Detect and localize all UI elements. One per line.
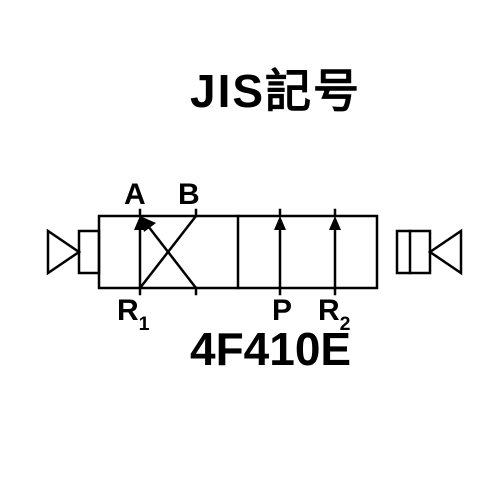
model-number: 4F410E (190, 322, 351, 376)
port-label-R1: R1 (117, 294, 150, 333)
port-label-A: A (124, 178, 146, 212)
right-actuator-triangle (430, 231, 461, 273)
port-label-B: B (178, 178, 200, 212)
valve-symbol-svg (0, 0, 500, 500)
right-arrow1-head (274, 216, 286, 230)
valve-symbol-canvas: JIS記号 (0, 0, 500, 500)
right-arrow2-head (329, 216, 341, 230)
left-cross-arrow-shaft (148, 226, 196, 288)
left-actuator-block (79, 231, 99, 273)
right-actuator-block (397, 231, 430, 273)
left-actuator-triangle (48, 231, 79, 273)
